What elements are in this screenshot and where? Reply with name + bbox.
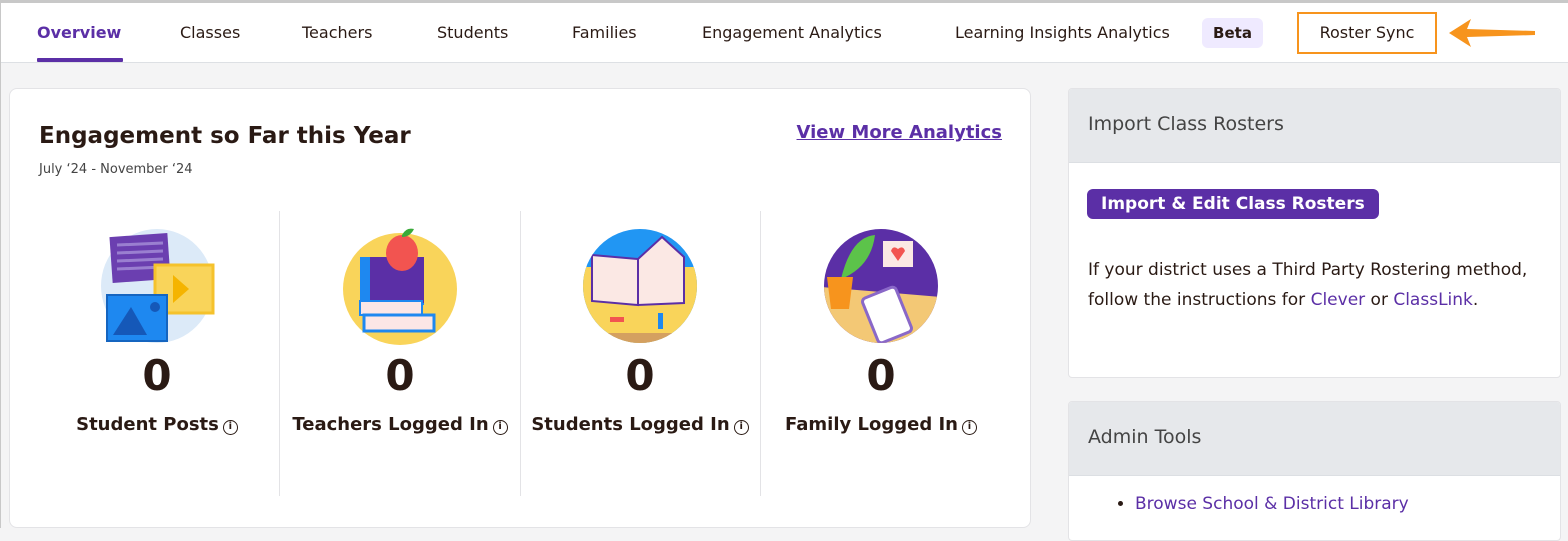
tab-overview[interactable]: Overview [37, 23, 122, 42]
stat-value: 0 [385, 351, 415, 400]
info-icon[interactable]: i [222, 420, 238, 435]
stat-label: Students Logged In [531, 414, 730, 435]
media-posts-illustration [101, 229, 215, 343]
tab-engagement-analytics[interactable]: Engagement Analytics [702, 23, 882, 42]
stat-label: Student Posts [76, 414, 219, 435]
tab-students[interactable]: Students [437, 23, 509, 42]
date-range: July ‘24 - November ‘24 [39, 162, 193, 177]
panel-title: Import Class Rosters [1069, 89, 1560, 163]
books-apple-illustration [343, 228, 457, 345]
tab-families[interactable]: Families [572, 23, 637, 42]
engagement-card: Engagement so Far this Year July ‘24 - N… [9, 88, 1031, 528]
panel-title: Admin Tools [1069, 402, 1560, 476]
arrow-left-icon [1449, 19, 1535, 47]
divider [760, 211, 761, 496]
stat-label: Teachers Logged In [292, 414, 489, 435]
card-title: Engagement so Far this Year [39, 123, 411, 149]
stat-students-logged-in: 0 Students Logged In i [520, 227, 760, 440]
admin-tools-panel: Admin Tools Browse School & District Lib… [1068, 401, 1561, 541]
clever-link[interactable]: Clever [1310, 290, 1366, 310]
beta-badge: Beta [1202, 18, 1263, 48]
stat-label: Family Logged In [785, 414, 958, 435]
active-tab-indicator [37, 58, 123, 62]
browse-library-link[interactable]: Browse School & District Library [1135, 494, 1409, 514]
stat-student-posts: 0 Student Posts i [37, 227, 277, 440]
tab-classes[interactable]: Classes [180, 23, 241, 42]
stat-value: 0 [866, 351, 896, 400]
info-icon[interactable]: i [733, 420, 749, 435]
info-icon[interactable]: i [492, 420, 508, 435]
tab-roster-sync[interactable]: Roster Sync [1297, 12, 1437, 54]
import-edit-rosters-button[interactable]: Import & Edit Class Rosters [1087, 189, 1379, 219]
classlink-link[interactable]: ClassLink [1393, 290, 1473, 310]
stat-value: 0 [142, 351, 172, 400]
tab-learning-insights-analytics[interactable]: Learning Insights Analytics [955, 23, 1170, 42]
info-icon[interactable]: i [961, 420, 977, 435]
top-nav: Overview Classes Teachers Students Famil… [1, 3, 1568, 63]
view-more-analytics-link[interactable]: View More Analytics [796, 122, 1002, 143]
plant-tablet-illustration [824, 229, 938, 343]
stat-family-logged-in: 0 Family Logged In i [761, 227, 1001, 440]
divider [520, 211, 521, 496]
divider [279, 211, 280, 496]
tab-teachers[interactable]: Teachers [302, 23, 373, 42]
open-book-illustration [583, 229, 697, 343]
rostering-instructions: If your district uses a Third Party Rost… [1088, 260, 1528, 310]
stat-teachers-logged-in: 0 Teachers Logged In i [280, 227, 520, 440]
stat-value: 0 [625, 351, 655, 400]
import-class-rosters-panel: Import Class Rosters Import & Edit Class… [1068, 88, 1561, 378]
